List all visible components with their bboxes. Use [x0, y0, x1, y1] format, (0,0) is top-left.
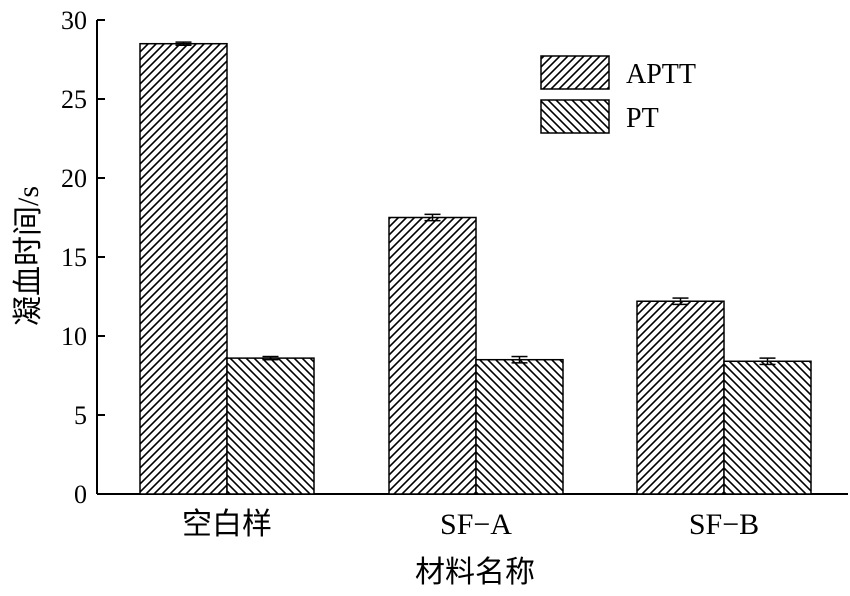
error-bar: [175, 41, 192, 47]
x-category-label: 空白样: [182, 508, 272, 541]
legend: APTT PT: [540, 55, 696, 134]
y-tick-label: 30: [61, 6, 87, 35]
x-categories: 空白样 SF−A SF−B: [182, 508, 759, 541]
y-tick-label: 25: [61, 85, 87, 114]
legend-label-aptt: APTT: [626, 59, 696, 90]
bar-aptt-0: [139, 42, 228, 495]
error-bar: [511, 355, 528, 364]
x-axis-title: 材料名称: [415, 556, 535, 589]
y-ticks: 0 5 10 15 20 25 30: [61, 6, 105, 509]
error-bar: [672, 297, 689, 306]
y-tick-label: 20: [61, 164, 87, 193]
y-tick-label: 10: [61, 322, 87, 351]
y-axis-title: 凝血时间/s: [12, 186, 45, 326]
bars: [139, 41, 812, 495]
bar-pt-2: [723, 360, 812, 495]
error-bar: [262, 355, 279, 361]
bar-aptt-2: [636, 300, 725, 495]
y-tick-label: 5: [74, 401, 87, 430]
bar-aptt-1: [388, 216, 477, 495]
x-category-label: SF−B: [689, 508, 759, 541]
error-bar: [424, 213, 441, 222]
bar-pt-0: [226, 357, 315, 495]
legend-swatch-pt: [540, 99, 610, 134]
y-tick-label: 0: [74, 480, 87, 509]
legend-swatch-aptt: [540, 55, 610, 90]
y-tick-label: 15: [61, 243, 87, 272]
legend-label-pt: PT: [626, 103, 659, 134]
bar-pt-1: [475, 358, 564, 495]
x-category-label: SF−A: [440, 508, 512, 541]
error-bar: [759, 357, 776, 366]
